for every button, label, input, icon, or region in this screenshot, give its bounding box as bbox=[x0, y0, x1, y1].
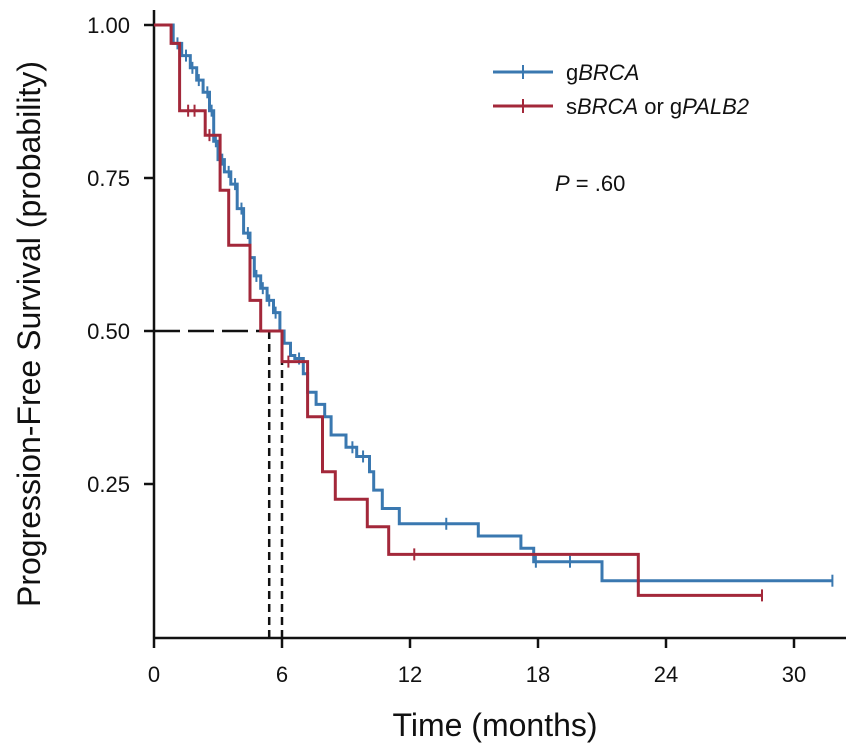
y-axis-ticks: 0.25 0.50 0.75 1.00 bbox=[87, 13, 154, 497]
x-tick-label: 24 bbox=[654, 662, 678, 687]
legend-entry-sbrca-gpalb2: sBRCA or gPALB2 bbox=[493, 94, 749, 119]
survival-curve bbox=[154, 23, 762, 597]
y-axis-title: Progression-Free Survival (probability) bbox=[11, 61, 47, 607]
x-tick-label: 18 bbox=[526, 662, 550, 687]
y-tick-label: 0.75 bbox=[87, 166, 130, 191]
x-tick-label: 6 bbox=[276, 662, 288, 687]
y-tick-label: 1.00 bbox=[87, 13, 130, 38]
x-tick-label: 0 bbox=[148, 662, 160, 687]
series-sbrca-gpalb2 bbox=[154, 23, 763, 602]
median-lines bbox=[154, 329, 284, 638]
y-tick-label: 0.50 bbox=[87, 319, 130, 344]
legend-label-sbrca-gpalb2: sBRCA or gPALB2 bbox=[566, 94, 749, 119]
legend: gBRCA sBRCA or gPALB2 bbox=[493, 60, 749, 119]
x-axis-ticks: 0 6 12 18 24 30 bbox=[148, 638, 806, 687]
p-value-annotation: P = .60 bbox=[555, 171, 625, 196]
x-tick-label: 30 bbox=[782, 662, 806, 687]
x-tick-label: 12 bbox=[398, 662, 422, 687]
legend-label-gbrca: gBRCA bbox=[566, 60, 639, 85]
y-tick-label: 0.25 bbox=[87, 472, 130, 497]
legend-entry-gbrca: gBRCA bbox=[493, 60, 639, 85]
series-group bbox=[154, 23, 834, 602]
x-axis-title: Time (months) bbox=[392, 707, 597, 743]
